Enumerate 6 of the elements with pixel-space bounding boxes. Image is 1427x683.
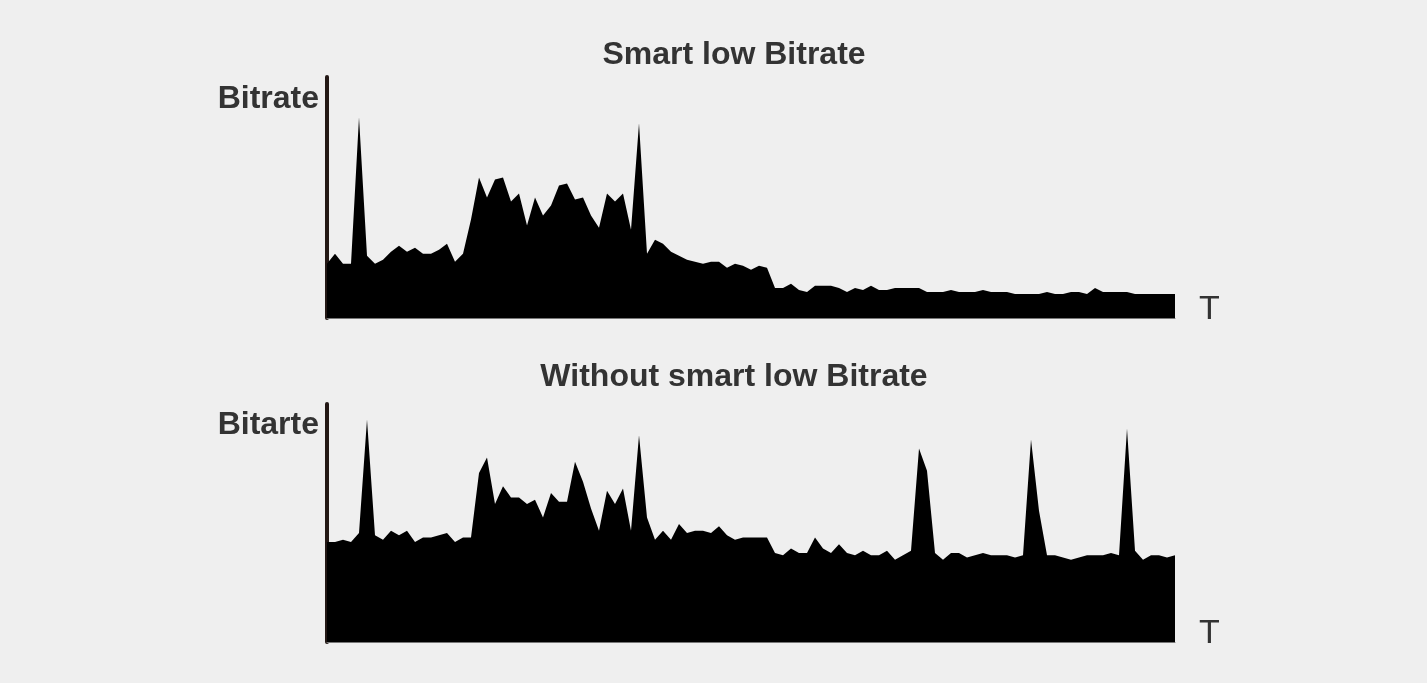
y-axis-title: Bitarte xyxy=(217,405,319,441)
y-axis-title: Bitrate xyxy=(217,79,319,115)
chart-title: Without smart low Bitrate xyxy=(540,357,928,393)
x-axis-title: T xyxy=(1199,612,1220,650)
x-axis-title: T xyxy=(1199,288,1220,326)
chart-title: Smart low Bitrate xyxy=(602,35,866,71)
